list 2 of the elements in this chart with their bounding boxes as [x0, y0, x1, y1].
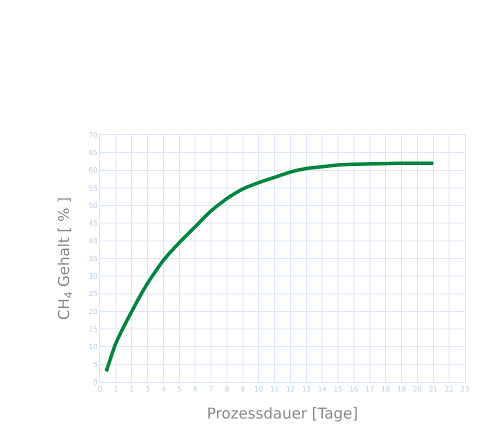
line-series	[104, 161, 436, 374]
x-axis-title: Prozessdauer [Tage]	[206, 404, 358, 422]
